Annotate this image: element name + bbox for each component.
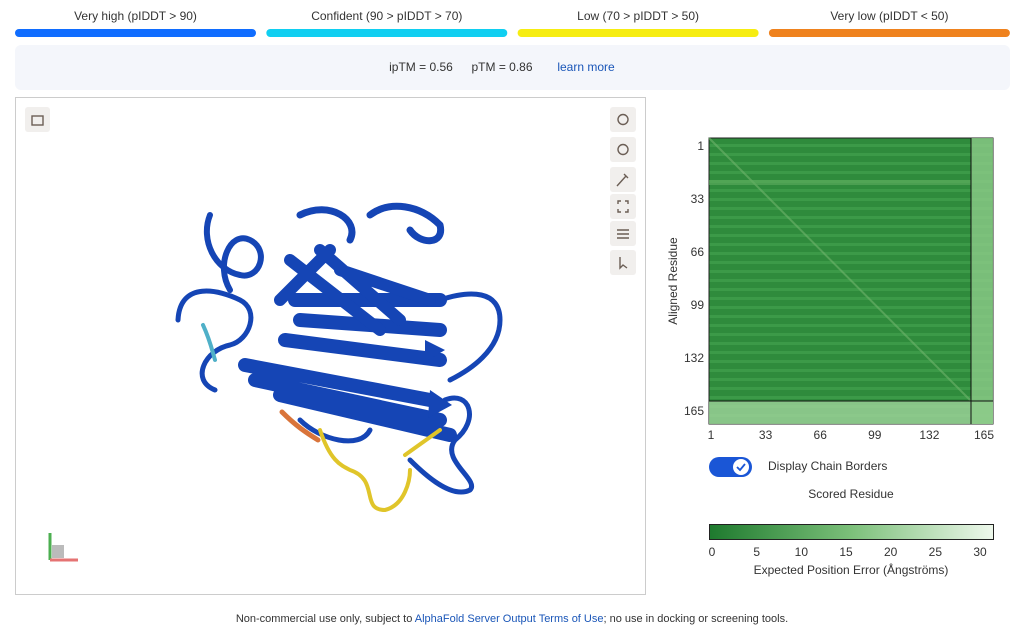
y-tick-label: 165 (684, 404, 704, 418)
x-tick-label: 1 (708, 428, 715, 442)
x-tick-label: 165 (974, 428, 994, 442)
color-bar (709, 524, 994, 540)
legend-bar (517, 29, 759, 37)
arrow-head (425, 340, 452, 418)
x-axis-label: Scored Residue (808, 487, 894, 501)
color-bar-tick-label: 10 (795, 545, 809, 559)
icon (617, 113, 629, 126)
select-button[interactable] (610, 250, 636, 275)
ribbon (296, 202, 445, 245)
protein-structure (175, 202, 503, 513)
x-tick-label: 66 (814, 428, 828, 442)
axes-gizmo (48, 533, 78, 562)
icon (617, 200, 629, 213)
color-bar-tick-label: 20 (884, 545, 898, 559)
screenshot-button[interactable] (25, 107, 50, 132)
loop (297, 291, 503, 495)
color-bar-tick-label: 30 (973, 545, 987, 559)
y-tick-label: 33 (691, 192, 705, 206)
plddt-legend: Very high (pIDDT > 90) Confident (90 > pI… (15, 9, 1010, 37)
loop-confident (201, 323, 217, 362)
footer: Non-commercial use only, subject to Alph… (236, 613, 788, 625)
terms-link[interactable]: AlphaFold Server Output Terms of Use (415, 613, 604, 625)
pae-stripe (709, 180, 971, 185)
color-bar-tick-label: 0 (709, 545, 716, 559)
color-bar-label: Expected Position Error (Ångströms) (754, 562, 949, 577)
y-tick-label: 99 (691, 298, 705, 312)
icon (31, 115, 44, 126)
viewer-toolbar (25, 107, 636, 275)
pae-block (709, 401, 993, 424)
learn-more-link[interactable]: learn more (557, 60, 615, 74)
icon (619, 257, 628, 270)
y-axis-label: Aligned Residue (666, 237, 680, 325)
ptm-score: pTM = 0.86 (471, 60, 532, 74)
fullscreen-button[interactable] (610, 194, 636, 219)
loop-very-low (279, 409, 321, 443)
legend-label: Very high (pIDDT > 90) (74, 9, 197, 23)
legend-label: Very low (pIDDT < 50) (830, 9, 948, 23)
legend-bar (768, 29, 1010, 37)
y-tick-label: 66 (691, 245, 705, 259)
strand (238, 293, 457, 442)
icon (616, 173, 629, 187)
reset-button[interactable] (610, 107, 636, 132)
icon (617, 229, 629, 239)
loop-low (318, 428, 442, 513)
color-bar-tick-label: 25 (929, 545, 943, 559)
check-icon (736, 463, 746, 472)
y-tick-label: 1 (697, 139, 704, 153)
toggle-knob (733, 459, 749, 475)
ribbon (175, 288, 254, 393)
color-bar-ticks: 0 5 10 15 20 25 30 (709, 545, 987, 559)
y-tick-label: 132 (684, 351, 704, 365)
legend-bar (266, 29, 508, 37)
color-bar-tick-label: 15 (839, 545, 853, 559)
x-tick-label: 99 (868, 428, 882, 442)
x-tick-label: 132 (919, 428, 939, 442)
footer-text: Non-commercial use only, subject to (236, 613, 415, 625)
spin-button[interactable] (610, 137, 636, 162)
pae-block (971, 138, 993, 424)
pae-heatmap (708, 137, 994, 425)
strand (274, 244, 436, 336)
legend-label: Low (70 > pIDDT > 50) (577, 9, 699, 23)
score-panel (15, 45, 1010, 90)
iptm-score: ipTM = 0.56 (389, 60, 453, 74)
color-bar-tick-label: 5 (753, 545, 760, 559)
ribbon (203, 212, 264, 293)
legend-label: Confident (90 > pIDDT > 70) (311, 9, 462, 23)
footer-text: ; no use in docking or screening tools. (603, 613, 788, 625)
x-tick-label: 33 (759, 428, 773, 442)
icon (617, 143, 629, 156)
toggle-label: Display Chain Borders (768, 459, 887, 473)
legend-bar (15, 29, 256, 37)
pae-ticks: 1 33 66 99 132 165 1 33 66 99 132 165 (684, 139, 994, 442)
